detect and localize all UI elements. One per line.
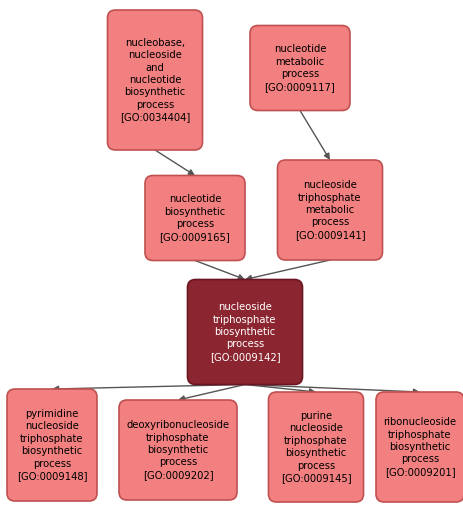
FancyBboxPatch shape [144,175,244,261]
Text: nucleoside
triphosphate
metabolic
process
[GO:0009141]: nucleoside triphosphate metabolic proces… [294,180,364,240]
Text: pyrimidine
nucleoside
triphosphate
biosynthetic
process
[GO:0009148]: pyrimidine nucleoside triphosphate biosy… [17,409,87,481]
FancyBboxPatch shape [277,160,382,260]
Text: nucleotide
biosynthetic
process
[GO:0009165]: nucleotide biosynthetic process [GO:0009… [159,194,230,242]
FancyBboxPatch shape [375,392,463,502]
FancyBboxPatch shape [7,389,97,501]
FancyBboxPatch shape [119,400,237,500]
Text: deoxyribonucleoside
triphosphate
biosynthetic
process
[GO:0009202]: deoxyribonucleoside triphosphate biosynt… [126,420,229,480]
Text: nucleotide
metabolic
process
[GO:0009117]: nucleotide metabolic process [GO:0009117… [264,45,335,92]
FancyBboxPatch shape [107,10,202,150]
Text: nucleoside
triphosphate
biosynthetic
process
[GO:0009142]: nucleoside triphosphate biosynthetic pro… [209,302,280,362]
FancyBboxPatch shape [268,392,363,502]
Text: ribonucleoside
triphosphate
biosynthetic
process
[GO:0009201]: ribonucleoside triphosphate biosynthetic… [382,417,456,477]
Text: nucleobase,
nucleoside
and
nucleotide
biosynthetic
process
[GO:0034404]: nucleobase, nucleoside and nucleotide bi… [119,38,190,122]
FancyBboxPatch shape [250,25,349,111]
FancyBboxPatch shape [187,279,302,384]
Text: purine
nucleoside
triphosphate
biosynthetic
process
[GO:0009145]: purine nucleoside triphosphate biosynthe… [280,411,350,483]
